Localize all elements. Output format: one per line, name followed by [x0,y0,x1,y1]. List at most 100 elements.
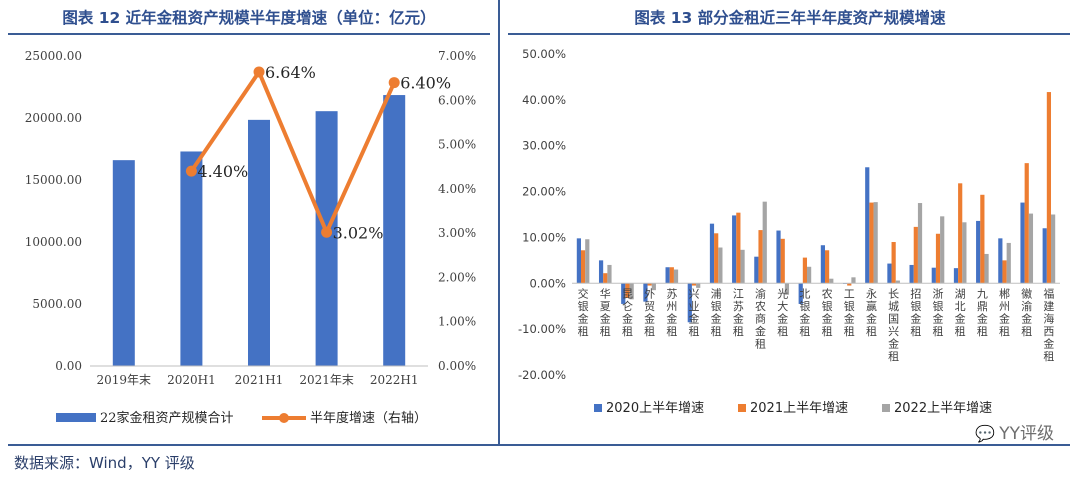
asset-bar [112,160,135,366]
x-tick-char: 农 [755,299,766,313]
asset-bar [383,95,406,366]
x-tick-char: 华 [600,286,611,300]
growth-bar [718,247,723,284]
growth-bar [1046,92,1052,284]
wechat-icon: 💬 [975,424,996,443]
x-tick-char: 租 [799,325,810,338]
x-tick-char: 租 [910,325,921,338]
x-tick-char: 交 [578,286,589,300]
x-tick-char: 银 [711,299,722,313]
x-tick-label: 昆仑金租 [622,287,633,338]
growth-bar [935,233,941,284]
y-tick-label: -10.00% [518,322,566,336]
x-tick-char: 金 [977,311,988,325]
growth-bar [1051,214,1056,284]
growth-bar [1024,163,1029,284]
left-y-tick-label: 25000.00 [25,49,82,63]
x-tick-char: 金 [600,311,611,325]
growth-bar [669,267,674,284]
legend-label: 2022上半年增速 [894,401,992,416]
x-tick-char: 租 [622,325,633,338]
x-tick-char: 租 [666,325,677,338]
right-chart-title: 图表 13 部分金租近三年半年度资产规模增速 [634,9,946,27]
x-tick-char: 金 [1043,336,1054,350]
legend-swatch [594,404,602,412]
x-tick-char: 金 [866,311,877,325]
x-tick-label: 交银金租 [578,286,589,338]
growth-point [321,226,333,238]
x-tick-label: 江苏金租 [733,287,744,338]
x-tick-char: 渝 [755,286,766,300]
x-tick-char: 租 [644,325,655,338]
growth-grouped-bar-chart: -20.00% -10.00% 0.00% 10.00% 20.00% 30.00% 40.… [518,47,1060,416]
x-tick-char: 兴 [689,287,700,300]
x-tick-char: 租 [777,325,788,338]
x-tick-char: 大 [777,299,788,313]
growth-bar [917,203,923,284]
growth-bar [673,269,679,284]
x-tick-label: 兴业金租 [689,287,700,338]
x-tick-char: 金 [689,311,700,325]
legend-bar-swatch [56,413,96,422]
growth-bar [931,267,936,284]
x-tick-char: 金 [888,336,899,350]
x-tick-char: 金 [644,311,655,325]
y-tick-label: 50.00% [522,47,566,61]
x-tick-label: 湖北金租 [955,287,966,338]
x-tick-char: 金 [999,311,1010,325]
growth-bar [580,250,586,284]
growth-bar [696,283,701,288]
x-tick-char: 徽 [1021,286,1032,300]
left-chart-title: 图表 12 近年金租资产规模半年度增速（单位：亿元） [62,9,436,27]
x-tick-label: 北银金租 [799,287,810,338]
legend-label: 2020上半年增速 [606,401,704,416]
x-tick-char: 金 [578,311,589,325]
x-tick-char: 银 [844,299,855,313]
x-tick-char: 兴 [888,325,899,338]
right-y-tick-label: 6.00% [438,93,476,107]
x-tick-char: 渝 [1021,299,1032,313]
x-tick-label: 招银金租 [910,286,921,338]
legend-bar-label: 22家金租资产规模合计 [100,410,234,426]
y-tick-label: 0.00% [529,276,566,290]
watermark-text: YY评级 [999,424,1054,444]
x-tick-char: 海 [1043,311,1054,325]
x-tick-char: 农 [822,286,833,300]
growth-bar [824,250,830,284]
x-tick-char: 苏 [733,300,744,313]
x-tick-char: 租 [689,325,700,338]
y-tick-label: 20.00% [522,185,566,199]
growth-bar [962,222,967,284]
legend-line-marker [279,413,289,423]
x-tick-label: 九鼎金租 [977,287,988,338]
left-y-tick-label: 20000.00 [25,111,82,125]
x-tick-char: 州 [999,300,1010,313]
x-tick-label: 华夏金租 [600,286,611,338]
x-tick-char: 夏 [600,300,611,313]
x-tick-char: 租 [733,325,744,338]
x-tick-char: 州 [666,300,677,313]
growth-bar [865,167,870,284]
growth-bar [976,220,981,284]
x-tick-char: 光 [777,286,788,300]
growth-bar [732,215,737,284]
legend-line-label: 半年度增速（右轴） [310,410,427,426]
x-tick-char: 金 [910,311,921,325]
x-tick-label: 光大金租 [777,286,788,338]
growth-bar [643,283,648,302]
x-tick-char: 江 [733,287,744,300]
asset-scale-combo-chart: 0.00 5000.00 10000.00 15000.00 20000.00 25000… [25,49,476,426]
asset-bar [315,111,338,367]
x-tick-char: 租 [822,325,833,338]
x-tick-char: 外 [644,287,655,300]
x-tick-char: 银 [799,299,810,313]
x-tick-char: 长 [888,287,899,300]
x-tick-label: 2021年末 [299,373,354,387]
watermark: 💬 YY评级 [975,419,1054,444]
x-tick-label: 福建海西金租 [1043,286,1054,363]
x-tick-char: 金 [777,311,788,325]
x-tick-char: 郴 [999,286,1010,300]
x-tick-char: 金 [622,311,633,325]
growth-bar [851,277,856,284]
left-title-rule [8,33,490,35]
